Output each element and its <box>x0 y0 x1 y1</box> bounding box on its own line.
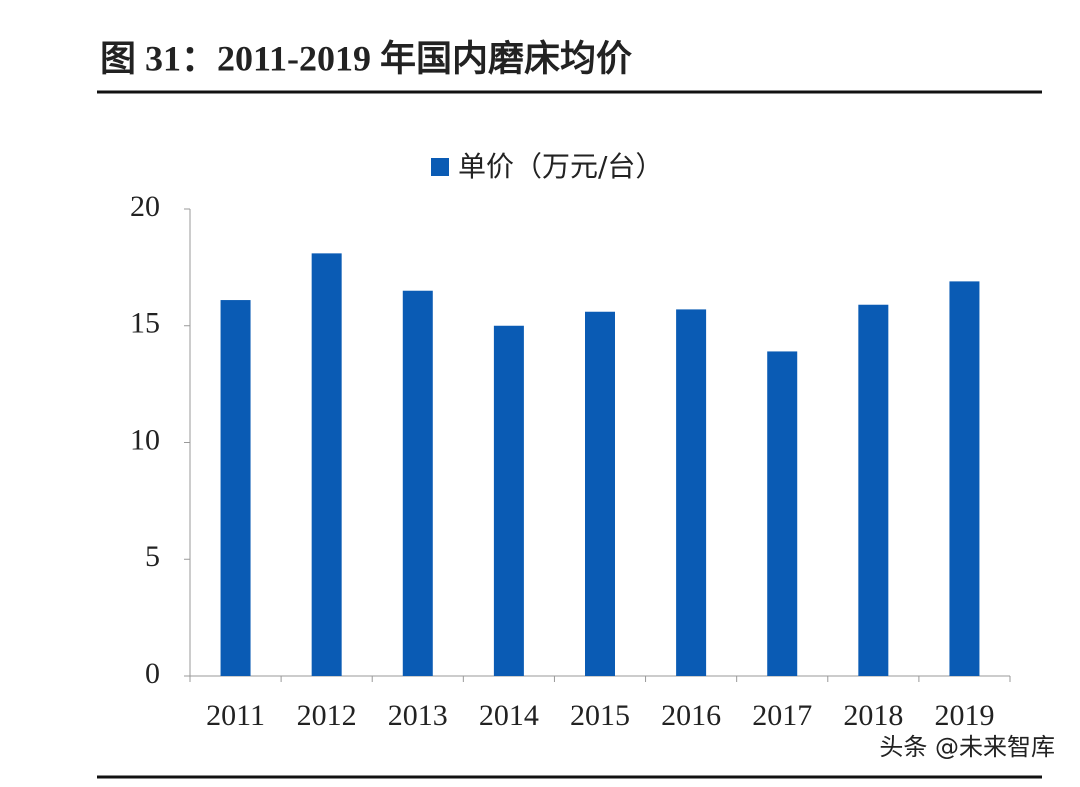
bar <box>402 290 433 676</box>
watermark: 头条 @未来智库 <box>879 733 1055 761</box>
y-tick-label: 0 <box>145 657 160 690</box>
x-tick-label: 2016 <box>661 699 721 732</box>
x-tick-label: 2012 <box>297 699 357 732</box>
x-tick-label: 2015 <box>570 699 630 732</box>
x-tick-label: 2013 <box>388 699 448 732</box>
bar <box>676 309 707 676</box>
legend-swatch <box>431 158 449 176</box>
y-tick-label: 15 <box>130 307 160 340</box>
bar <box>767 351 798 676</box>
bar <box>311 253 342 677</box>
x-tick-label: 2018 <box>843 699 903 732</box>
bar <box>493 325 524 676</box>
bar <box>858 304 889 676</box>
bar <box>949 281 980 676</box>
y-tick-label: 20 <box>130 190 160 223</box>
x-tick-label: 2011 <box>206 699 265 732</box>
bar <box>220 300 251 676</box>
x-tick-label: 2017 <box>752 699 812 732</box>
x-tick-label: 2019 <box>934 699 994 732</box>
y-tick-label: 5 <box>145 540 160 573</box>
y-tick-label: 10 <box>130 423 160 456</box>
x-tick-label: 2014 <box>479 699 539 732</box>
legend-label: 单价（万元/台） <box>458 150 663 183</box>
bar <box>585 311 615 676</box>
chart-title: 图 31：2011-2019 年国内磨床均价 <box>100 38 632 78</box>
